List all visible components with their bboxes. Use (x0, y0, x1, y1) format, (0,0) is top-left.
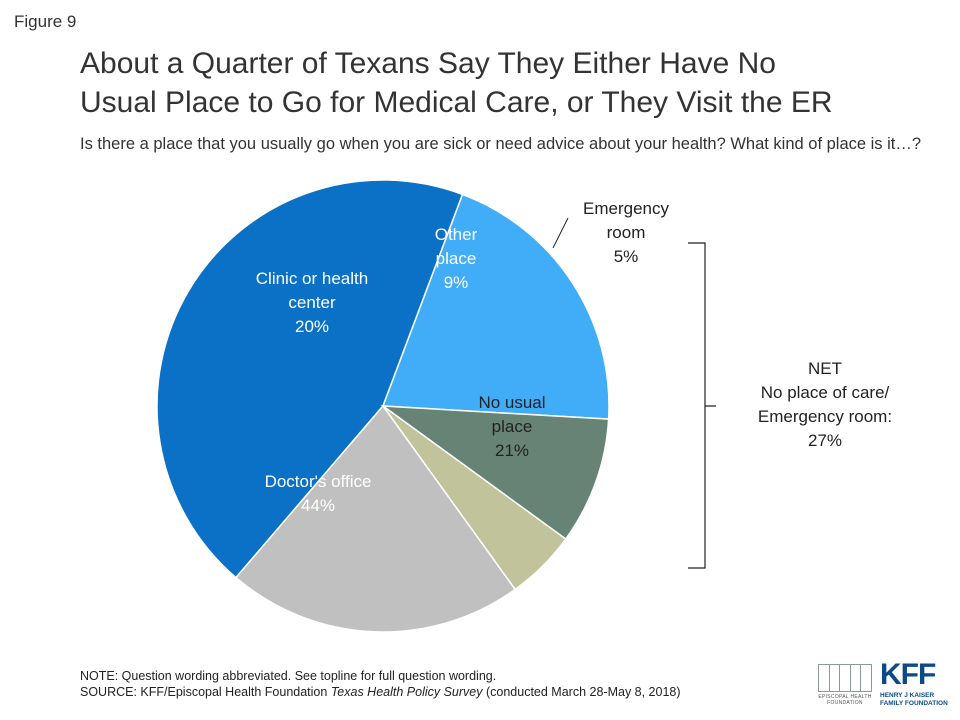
episcopal-health-foundation-logo: EPISCOPAL HEALTH FOUNDATION (818, 664, 872, 706)
pie-labels: Doctor's office 44% Clinic or health center… (256, 199, 670, 515)
note-text: NOTE: Question wording abbreviated. See … (80, 669, 497, 683)
net-value: 27% (807, 431, 843, 450)
kff-logo: KFF HENRY J KAISER FAMILY FOUNDATION (880, 660, 950, 708)
source-prefix: SOURCE: KFF/Episcopal Health Foundation (80, 685, 331, 699)
net-line-3: Emergency room: (757, 407, 893, 426)
chart-title-line-1: About a Quarter of Texans Say They Eithe… (80, 47, 776, 80)
kff-wordmark: KFF (880, 658, 936, 691)
kff-logo-subtext: HENRY J KAISER FAMILY FOUNDATION (880, 692, 948, 707)
pie-label-no-usual-place: No usual place 21% (478, 393, 545, 460)
pie-label-other-place: Other place 9% (435, 225, 478, 292)
pie-label-emergency-room: Emergency room 5% (583, 199, 669, 266)
figure-label: Figure 9 (14, 12, 77, 31)
chart-subtitle: Is there a place that you usually go whe… (80, 135, 922, 153)
source-survey-name: Texas Health Policy Survey (330, 685, 483, 699)
chart-title: About a Quarter of Texans Say They Eithe… (80, 44, 940, 122)
ehf-logo-text: EPISCOPAL HEALTH FOUNDATION (818, 694, 872, 706)
source-text: SOURCE: KFF/Episcopal Health Foundation … (80, 684, 681, 700)
net-bracket (688, 242, 716, 569)
net-line-2: No place of care/ (760, 383, 890, 402)
pie-label-clinic-or-health-center: Clinic or health center 20% (256, 269, 368, 336)
chart-title-line-2: Usual Place to Go for Medical Care, or T… (80, 86, 833, 119)
pie-slice-doctor-s-office (156, 179, 464, 579)
pie-slices (156, 179, 610, 633)
net-line-1: NET (808, 359, 842, 378)
logos: EPISCOPAL HEALTH FOUNDATION KFF HENRY J … (818, 660, 948, 710)
source-suffix: (conducted March 28-May 8, 2018) (482, 685, 681, 699)
pie-label-doctor-s-office: Doctor's office 44% (265, 472, 372, 515)
ehf-mark-icon (818, 664, 872, 692)
pie-slice-clinic-or-health-center (381, 193, 610, 420)
pie-slice-other-place (380, 405, 610, 541)
net-annotation: NET No place of care/ Emergency room: 27… (720, 357, 930, 453)
footer-notes: NOTE: Question wording abbreviated. See … (80, 668, 681, 700)
pie-slice-no-usual-place (234, 404, 517, 633)
emergency-room-leader-line (552, 217, 569, 249)
